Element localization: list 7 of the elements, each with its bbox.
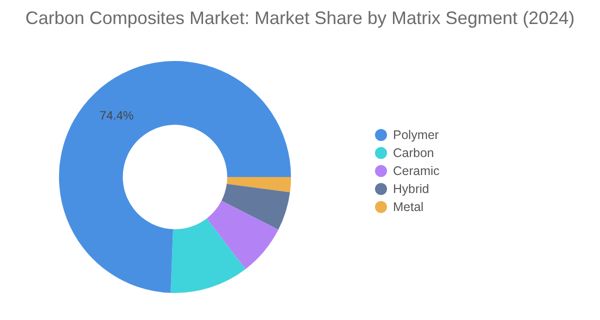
legend-label: Carbon xyxy=(393,146,434,160)
legend-label: Polymer xyxy=(393,128,439,142)
legend-label: Ceramic xyxy=(393,164,440,178)
data-label: 74.4% xyxy=(100,108,134,123)
legend-label: Metal xyxy=(393,200,424,214)
legend-label: Hybrid xyxy=(393,182,430,196)
chart-title: Carbon Composites Market: Market Share by Matrix Segment (2024) xyxy=(24,8,576,29)
